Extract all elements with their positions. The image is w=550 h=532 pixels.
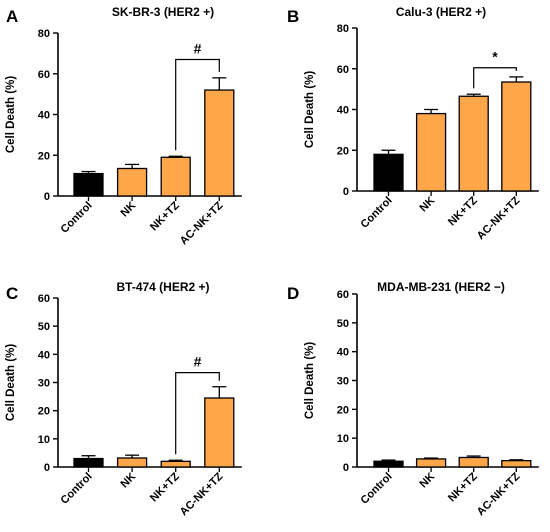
bar-4 [204,89,235,197]
category-label: AC-NK+TZ [178,470,226,518]
category-label: Control [58,471,94,507]
significance-label: # [194,40,202,56]
chart-title: Calu-3 (HER2 +) [396,5,486,19]
y-axis-label: Cell Death (%) [5,344,17,421]
category-label: AC-NK+TZ [475,470,523,518]
bar-2 [415,112,447,192]
bar-3 [160,460,191,468]
bar-2 [116,167,148,197]
y-tick-label: 40 [38,110,50,122]
category-label: Control [358,471,394,507]
category-label: NK+TZ [446,470,480,504]
y-tick-label: 50 [38,321,50,333]
y-tick-label: 0 [343,462,349,474]
y-tick-label: 30 [337,376,349,388]
significance-label: * [492,49,498,65]
category-label: Control [358,195,394,231]
significance-bracket [473,67,517,89]
y-axis-label: Cell Death (%) [304,342,316,419]
y-tick-label: 30 [38,378,50,390]
category-label: AC-NK+TZ [178,199,226,247]
category-label: NK [417,195,437,215]
y-tick-label: 20 [337,145,349,157]
category-label: AC-NK+TZ [475,194,523,242]
y-tick-label: 10 [337,433,349,445]
bar-3 [160,156,191,197]
y-tick-label: 20 [337,404,349,416]
category-label: NK+TZ [148,470,182,504]
panel-d: D MDA-MB-231 (HER2 −) Cell Death (%) 0 10 20 3… [287,280,539,518]
y-tick-label: 0 [44,191,50,203]
y-tick-label: 60 [38,69,50,81]
category-label: NK+TZ [148,199,182,233]
category-label: NK [118,471,138,491]
y-tick-label: 40 [337,105,349,117]
y-tick-label: 0 [343,186,349,198]
bar-3 [458,95,489,192]
y-tick-label: 40 [337,347,349,359]
chart-title: SK-BR-3 (HER2 +) [112,5,214,19]
bar-4 [204,397,235,468]
panel-letter: A [6,7,18,26]
bar-1 [73,172,104,197]
y-tick-label: 60 [337,64,349,76]
chart-title: BT-474 (HER2 +) [116,280,209,294]
chart-title: MDA-MB-231 (HER2 −) [377,280,505,294]
bar-1 [373,460,404,468]
category-label: NK [417,471,437,491]
y-tick-label: 0 [44,462,50,474]
y-tick-label: 10 [38,434,50,446]
y-tick-label: 80 [38,28,50,40]
panel-letter: B [287,7,299,26]
y-tick-label: 60 [337,289,349,301]
category-label: NK [118,200,138,220]
bar-2 [116,457,148,468]
panel-c: C BT-474 (HER2 +) Cell Death (%) 0 10 20 30 40 5… [5,280,242,518]
y-tick-label: 50 [337,318,349,330]
bar-4 [501,81,532,192]
y-axis-label: Cell Death (%) [304,71,316,148]
y-tick-label: 20 [38,150,50,162]
panel-letter: C [6,284,18,303]
y-tick-label: 80 [337,23,349,35]
y-tick-label: 60 [38,293,50,305]
panel-a: A SK-BR-3 (HER2 +) Cell Death (%) 0 20 40 60 80… [5,5,242,247]
category-label: Control [58,200,94,236]
panel-b: B Calu-3 (HER2 +) Cell Death (%) 0 20 40 60 80 C… [287,5,539,242]
bar-1 [73,457,104,468]
panel-letter: D [287,284,299,303]
bar-1 [373,153,404,192]
significance-bracket [175,372,220,455]
significance-bracket [175,58,220,151]
bar-2 [415,458,447,468]
y-tick-label: 20 [38,406,50,418]
significance-label: # [194,354,202,370]
bar-4 [501,460,532,468]
y-tick-label: 40 [38,349,50,361]
y-axis-label: Cell Death (%) [5,76,17,153]
category-label: NK+TZ [446,194,480,228]
bar-3 [458,456,489,468]
